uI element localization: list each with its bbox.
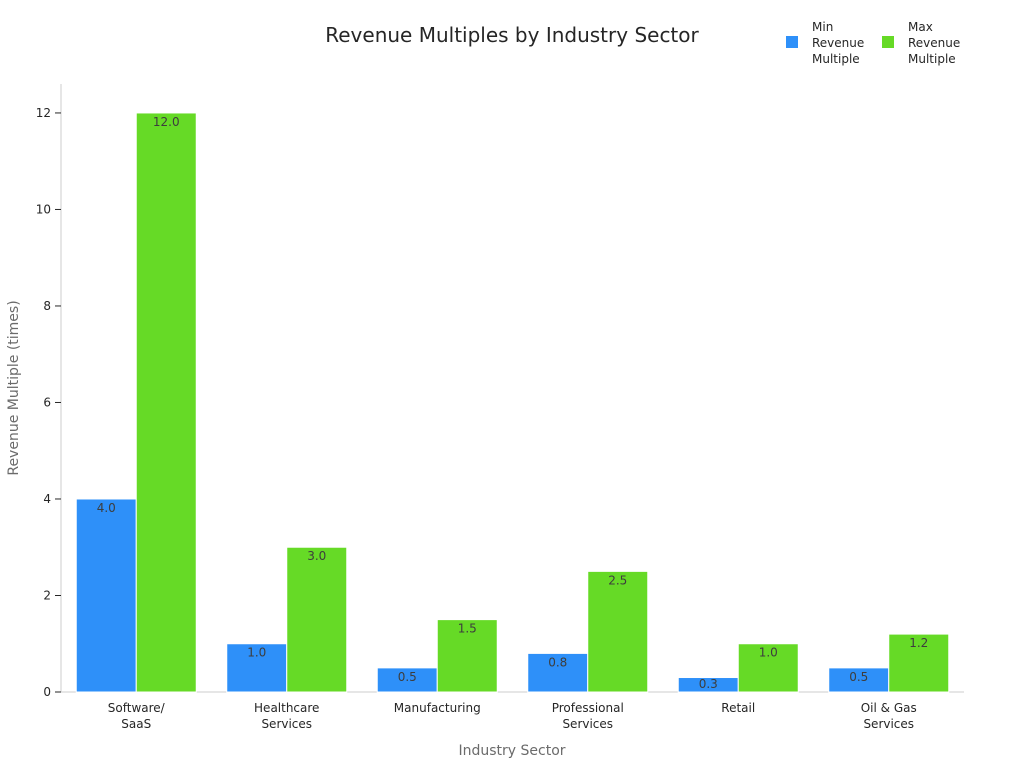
data-label: 0.8 (548, 655, 567, 669)
data-label: 1.0 (247, 646, 266, 660)
x-tick-label: Healthcare Services (254, 701, 319, 731)
bar-max-3 (587, 570, 649, 693)
data-label: 12.0 (153, 115, 180, 129)
legend-label-1: Max Revenue Multiple (908, 20, 960, 66)
y-tick-label: 2 (43, 588, 51, 602)
x-tick-label: Software/SaaS (108, 701, 166, 731)
x-tick-label-line: Services (261, 717, 312, 731)
y-tick-label: 4 (43, 492, 51, 506)
chart-title: Revenue Multiples by Industry Sector (325, 23, 699, 47)
x-tick-label-line: SaaS (121, 717, 151, 731)
bar-max-0 (135, 112, 197, 693)
data-label: 1.2 (909, 636, 928, 650)
axes: 0 2 4 6 8 10 12 Software/SaaS Healthcare Services… (36, 84, 964, 731)
x-tick-label-line: Retail (721, 701, 755, 715)
x-axis-label: Industry Sector (458, 743, 565, 759)
data-label: 3.0 (307, 549, 326, 563)
data-label: 4.0 (97, 501, 116, 515)
y-tick-label: 10 (36, 202, 51, 216)
x-tick-label-line: Manufacturing (394, 701, 481, 715)
y-tick-label: 12 (36, 106, 51, 120)
bar-max-5 (888, 633, 950, 693)
data-label: 0.5 (849, 670, 868, 684)
bar-min-3 (527, 652, 589, 693)
x-tick-label-line: Healthcare (254, 701, 319, 715)
legend-label-line: Revenue (812, 36, 864, 50)
x-tick-label-line: Professional (552, 701, 624, 715)
data-label: 0.5 (398, 670, 417, 684)
bars: 4.0 12.0 1.0 3.0 0.5 1.5 0.8 2.5 0.3 1.0 0.5 1.2 (75, 112, 950, 693)
legend-label-line: Min (812, 20, 833, 34)
y-tick-label: 8 (43, 299, 51, 313)
bar-min-5 (828, 667, 890, 693)
y-axis-label: Revenue Multiple (times) (6, 300, 22, 475)
legend-label-line: Multiple (908, 52, 956, 66)
y-tick-label: 6 (43, 395, 51, 409)
legend-swatch-1 (882, 36, 894, 48)
x-tick-label: Manufacturing (394, 701, 481, 715)
bar-max-1 (286, 546, 348, 693)
x-tick-label-line: Oil & Gas (861, 701, 917, 715)
bar-max-4 (737, 643, 799, 693)
bar-max-2 (436, 619, 498, 693)
legend-label-0: Min Revenue Multiple (812, 20, 864, 66)
bar-min-0 (75, 498, 137, 693)
bar-min-2 (376, 667, 438, 693)
x-tick-label: Professional Services (552, 701, 624, 731)
x-tick-label: Oil & Gas Services (861, 701, 917, 731)
data-label: 0.3 (699, 677, 718, 691)
x-tick-label-line: Software/ (108, 701, 166, 715)
data-label: 1.0 (759, 646, 778, 660)
data-label: 2.5 (608, 573, 627, 587)
y-tick-label: 0 (43, 685, 51, 699)
x-tick-label-line: Services (863, 717, 914, 731)
x-tick-label: Retail (721, 701, 755, 715)
legend-label-line: Max (908, 20, 933, 34)
legend-swatch-0 (786, 36, 798, 48)
data-label: 1.5 (458, 622, 477, 636)
legend: Min Revenue Multiple Max Revenue Multiple (786, 20, 960, 66)
legend-label-line: Revenue (908, 36, 960, 50)
x-tick-label-line: Services (562, 717, 613, 731)
legend-label-line: Multiple (812, 52, 860, 66)
bar-min-1 (226, 643, 288, 693)
